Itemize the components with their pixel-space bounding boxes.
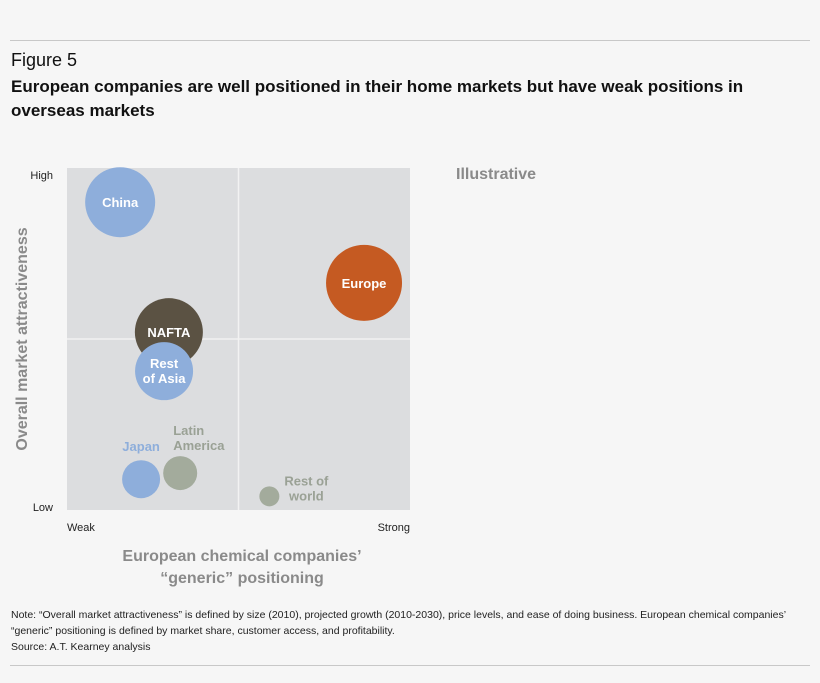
y-tick-high: High bbox=[30, 170, 53, 182]
bubble-label-line: Europe bbox=[342, 276, 387, 291]
bubble-label-line: Rest bbox=[150, 356, 179, 371]
bubble-label-line: of Asia bbox=[143, 371, 187, 386]
x-axis-label-line: “generic” positioning bbox=[160, 570, 324, 587]
bubble-label-line: China bbox=[102, 195, 139, 210]
bubble-latin-america bbox=[163, 456, 198, 491]
top-rule bbox=[10, 40, 810, 41]
bubble-rest-of-world bbox=[259, 486, 280, 507]
illustrative-annotation: Illustrative bbox=[456, 166, 537, 183]
x-tick-weak: Weak bbox=[67, 522, 95, 534]
x-axis-label: European chemical companies’ “generic” po… bbox=[122, 548, 361, 587]
bubble-label-line: America bbox=[173, 438, 225, 453]
x-tick-strong: Strong bbox=[378, 522, 410, 534]
source-text: Source: A.T. Kearney analysis bbox=[11, 641, 151, 653]
bubble-label-line: Latin bbox=[173, 423, 204, 438]
y-axis-label: Overall market attractiveness bbox=[14, 227, 31, 450]
bubble-europe bbox=[326, 244, 403, 321]
chart-title: European companies are well positioned i… bbox=[11, 77, 744, 120]
bubble-rest-of-asia bbox=[135, 342, 194, 401]
bubble-label-latin-america: Latin America bbox=[173, 423, 225, 453]
footnote: Note: “Overall market attractiveness” is… bbox=[11, 607, 811, 655]
y-tick-low: Low bbox=[33, 502, 53, 514]
bubble-label-rest-of-asia: Rest of Asia bbox=[143, 356, 187, 386]
bubble-chart: High Low Weak Strong European chemical compa… bbox=[14, 167, 410, 587]
bubble-label-china: China bbox=[102, 195, 139, 210]
bubble-china bbox=[85, 167, 156, 238]
bubble-label-line: Rest of bbox=[284, 473, 329, 488]
bubble-label-japan: Japan bbox=[122, 439, 160, 454]
bubble-japan bbox=[122, 460, 161, 499]
bubble-label-rest-of-world: Rest of world bbox=[284, 473, 329, 503]
bottom-rule bbox=[10, 665, 810, 666]
bubble-label-nafta: NAFTA bbox=[147, 325, 191, 340]
bubble-label-line: NAFTA bbox=[147, 325, 191, 340]
note-text: Note: “Overall market attractiveness” is… bbox=[11, 609, 786, 637]
x-axis-label-line: European chemical companies’ bbox=[122, 548, 361, 565]
figure-label: Figure 5 bbox=[11, 50, 78, 70]
bubble-label-europe: Europe bbox=[342, 276, 387, 291]
bubble-label-line: world bbox=[288, 488, 324, 503]
bubble-label-line: Japan bbox=[122, 439, 160, 454]
